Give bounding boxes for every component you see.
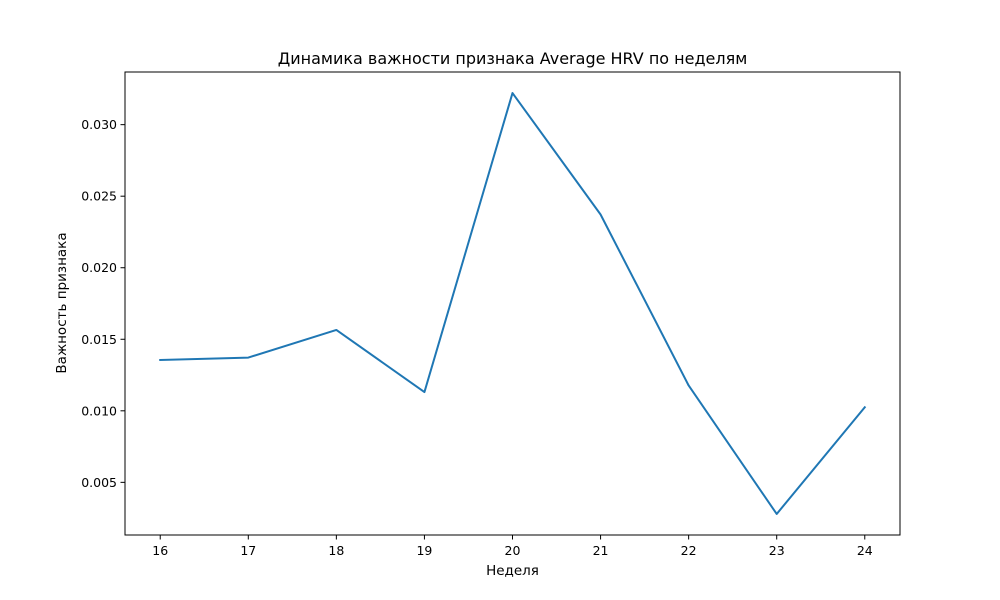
x-tick-label: 17 (240, 543, 256, 558)
chart-title: Динамика важности признака Average HRV п… (278, 49, 748, 68)
x-tick-label: 22 (681, 543, 697, 558)
y-tick-label: 0.030 (81, 117, 117, 132)
x-tick-label: 24 (857, 543, 873, 558)
y-tick-label: 0.020 (81, 260, 117, 275)
y-axis-label: Важность признака (54, 232, 70, 373)
series-line (159, 92, 867, 515)
x-axis-label: Неделя (486, 563, 539, 579)
x-tick-label: 21 (593, 543, 609, 558)
y-tick-label: 0.010 (81, 403, 117, 418)
x-tick-label: 16 (152, 543, 168, 558)
x-tick-label: 23 (769, 543, 785, 558)
plot-area: 16 17 18 19 20 21 22 23 24 0.005 0.010 0.015 0.020 0.… (81, 71, 901, 558)
y-tick-label: 0.005 (81, 475, 117, 490)
x-tick-label: 20 (505, 543, 521, 558)
x-tick-label: 19 (416, 543, 432, 558)
y-tick-label: 0.015 (81, 332, 117, 347)
y-tick-label: 0.025 (81, 189, 117, 204)
x-tick-label: 18 (328, 543, 344, 558)
